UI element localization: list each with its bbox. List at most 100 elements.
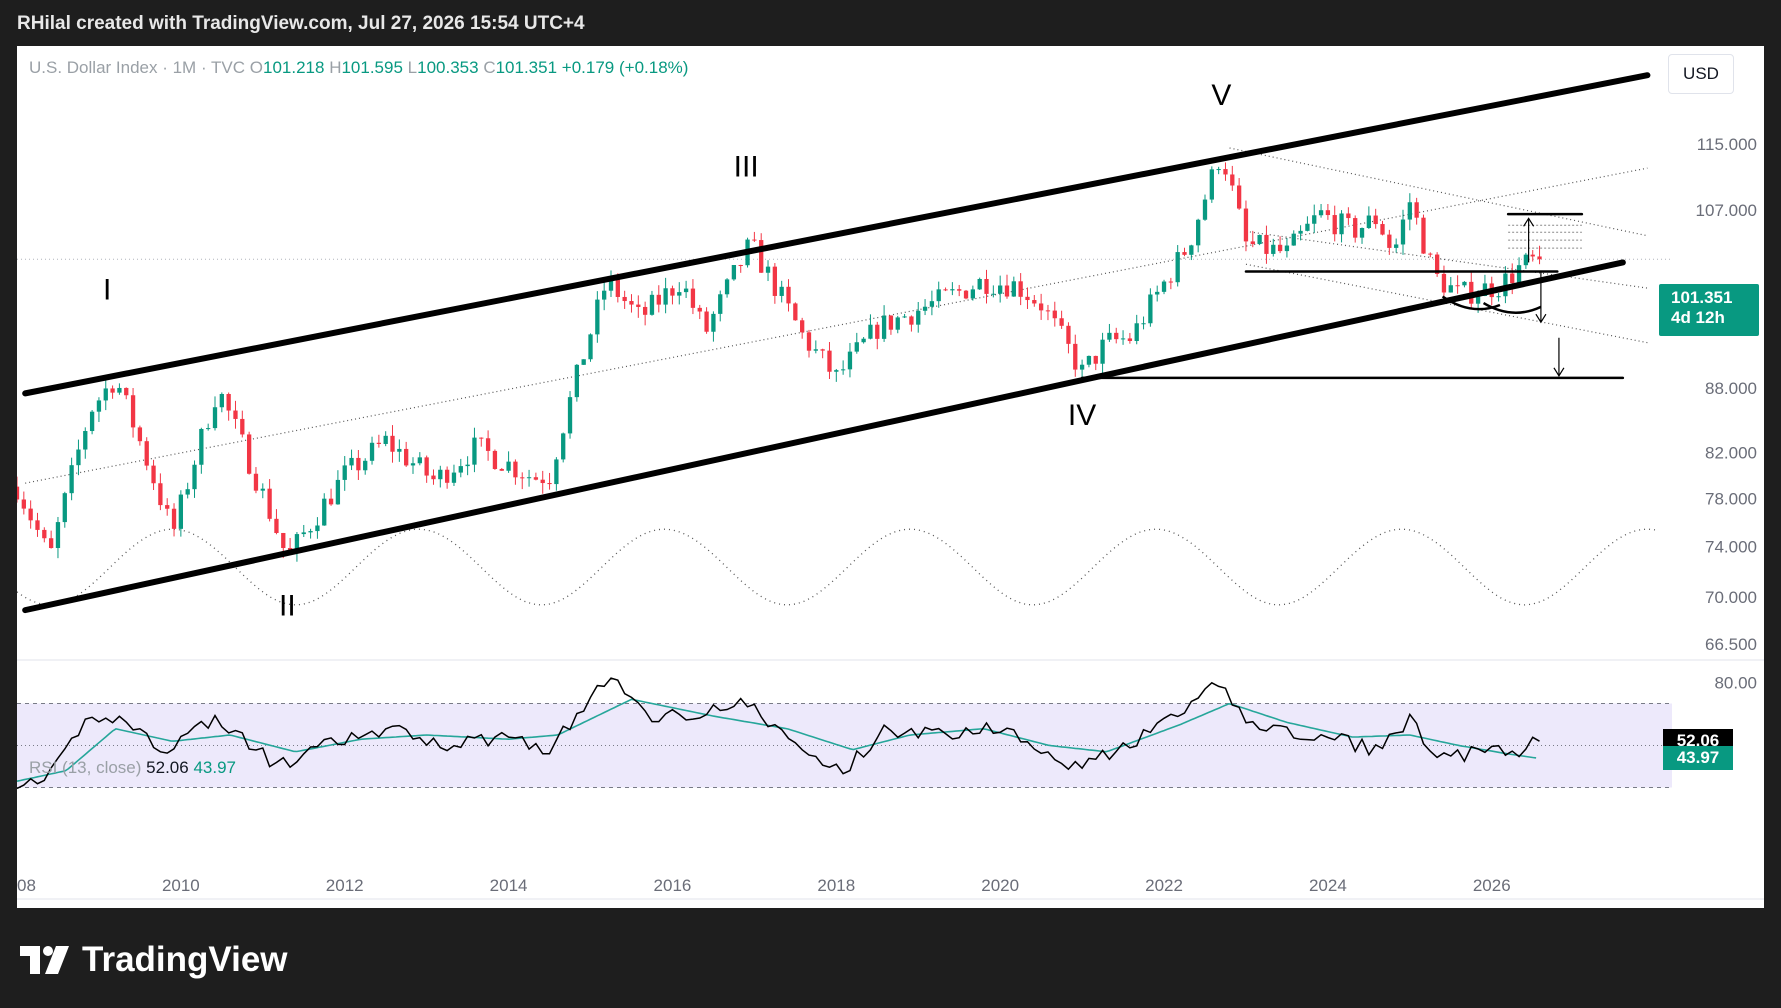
candle-body	[615, 277, 620, 297]
candle-body	[206, 428, 211, 430]
candle-body	[1093, 355, 1098, 364]
candle-body	[48, 538, 54, 549]
time-tick-label: 2008	[17, 876, 36, 895]
candle-body	[431, 475, 436, 480]
candle-body	[42, 529, 47, 539]
candle-body	[165, 505, 170, 509]
candle-body	[1339, 213, 1344, 235]
candle-body	[916, 310, 921, 325]
candle-body	[1038, 303, 1044, 311]
candle-body	[219, 394, 224, 408]
symbol-name[interactable]: U.S. Dollar Index · 1M · TVC	[29, 58, 246, 77]
candle-body	[1257, 234, 1262, 244]
candle-body	[834, 370, 839, 372]
chart-canvas[interactable]: IIIIIIIVV115.000107.00094.00088.00082.00…	[17, 46, 1764, 908]
candle-body	[1243, 208, 1249, 242]
candle-body	[902, 316, 907, 318]
price-tick-label: 70.000	[1705, 588, 1757, 607]
candle-body	[670, 288, 675, 296]
candle-body	[1079, 364, 1085, 370]
base-arc-2	[1482, 302, 1542, 314]
candle-body	[820, 349, 825, 351]
candle-body	[246, 434, 252, 474]
candle-body	[567, 397, 573, 434]
candle-body	[977, 278, 982, 290]
time-tick-label: 2016	[654, 876, 692, 895]
candle-body	[683, 288, 689, 293]
candle-body	[1400, 219, 1406, 245]
candle-body	[759, 240, 764, 273]
candle-body	[690, 288, 696, 308]
price-tick-label: 66.500	[1705, 635, 1757, 654]
candle-body	[520, 477, 525, 479]
tradingview-logo-icon	[20, 946, 69, 974]
price-tick-label: 115.000	[1697, 135, 1757, 154]
rsi-tick-label: 80.00	[1714, 674, 1757, 693]
candle-body	[110, 388, 115, 393]
candle-body	[998, 285, 1003, 294]
candle-body	[1284, 245, 1290, 252]
candle-body	[970, 289, 976, 299]
base-arc-1	[1441, 295, 1501, 311]
time-tick-label: 2024	[1309, 876, 1347, 895]
candle-body	[513, 461, 518, 478]
candle-body	[89, 411, 95, 432]
candle-body	[649, 294, 655, 315]
currency-button[interactable]: USD	[1668, 54, 1734, 94]
candle-body	[1073, 343, 1078, 370]
candle-body	[369, 442, 375, 461]
candle-body	[69, 465, 74, 494]
candle-body	[1277, 244, 1283, 252]
candle-body	[356, 457, 361, 471]
candle-body	[315, 525, 320, 532]
candle-body	[1052, 310, 1057, 319]
candle-body	[1189, 245, 1194, 255]
candle-body	[1100, 339, 1105, 364]
candle-body	[636, 304, 641, 307]
candle-body	[1148, 294, 1153, 324]
candle-body	[1503, 273, 1508, 297]
chart-area[interactable]: IIIIIIIVV115.000107.00094.00088.00082.00…	[17, 46, 1764, 908]
candle-body	[1475, 296, 1481, 304]
candle-body	[363, 460, 368, 471]
rsi-label[interactable]: RSI (13, close)	[29, 758, 142, 777]
candle-body	[731, 264, 737, 280]
candle-body	[410, 463, 416, 466]
candle-body	[103, 388, 108, 401]
rsi-ma-value-legend: 43.97	[193, 758, 236, 777]
candle-body	[506, 461, 511, 471]
candle-body	[144, 441, 149, 466]
candle-body	[847, 351, 853, 370]
candle-body	[608, 277, 614, 291]
candle-body	[991, 293, 996, 295]
candle-body	[936, 289, 941, 302]
candle-body	[260, 488, 265, 491]
candle-body	[840, 369, 846, 371]
candle-body	[1107, 332, 1112, 340]
candle-body	[984, 278, 989, 294]
candle-body	[96, 400, 102, 412]
price-tick-label: 82.000	[1705, 444, 1757, 463]
candle-body	[772, 266, 778, 296]
candle-body	[404, 448, 409, 466]
candle-body	[178, 494, 184, 529]
candle-body	[1161, 281, 1167, 292]
candle-body	[1230, 174, 1235, 186]
open-label: O	[249, 58, 263, 77]
candle-body	[1120, 338, 1126, 340]
candle-body	[1264, 234, 1269, 254]
candle-body	[533, 477, 539, 480]
candle-body	[1318, 210, 1324, 216]
candle-body	[1332, 215, 1337, 235]
time-tick-label: 2012	[326, 876, 364, 895]
candle-body	[1380, 224, 1385, 235]
arrow-down-support-head	[1553, 367, 1565, 377]
price-tick-label: 74.000	[1705, 537, 1757, 556]
close-value: 101.351	[495, 58, 558, 77]
candle-body	[526, 477, 532, 479]
candle-body	[492, 450, 498, 469]
candle-body	[1510, 273, 1515, 284]
candle-body	[1434, 254, 1440, 274]
candle-body	[383, 435, 388, 444]
candle-body	[1196, 219, 1201, 246]
